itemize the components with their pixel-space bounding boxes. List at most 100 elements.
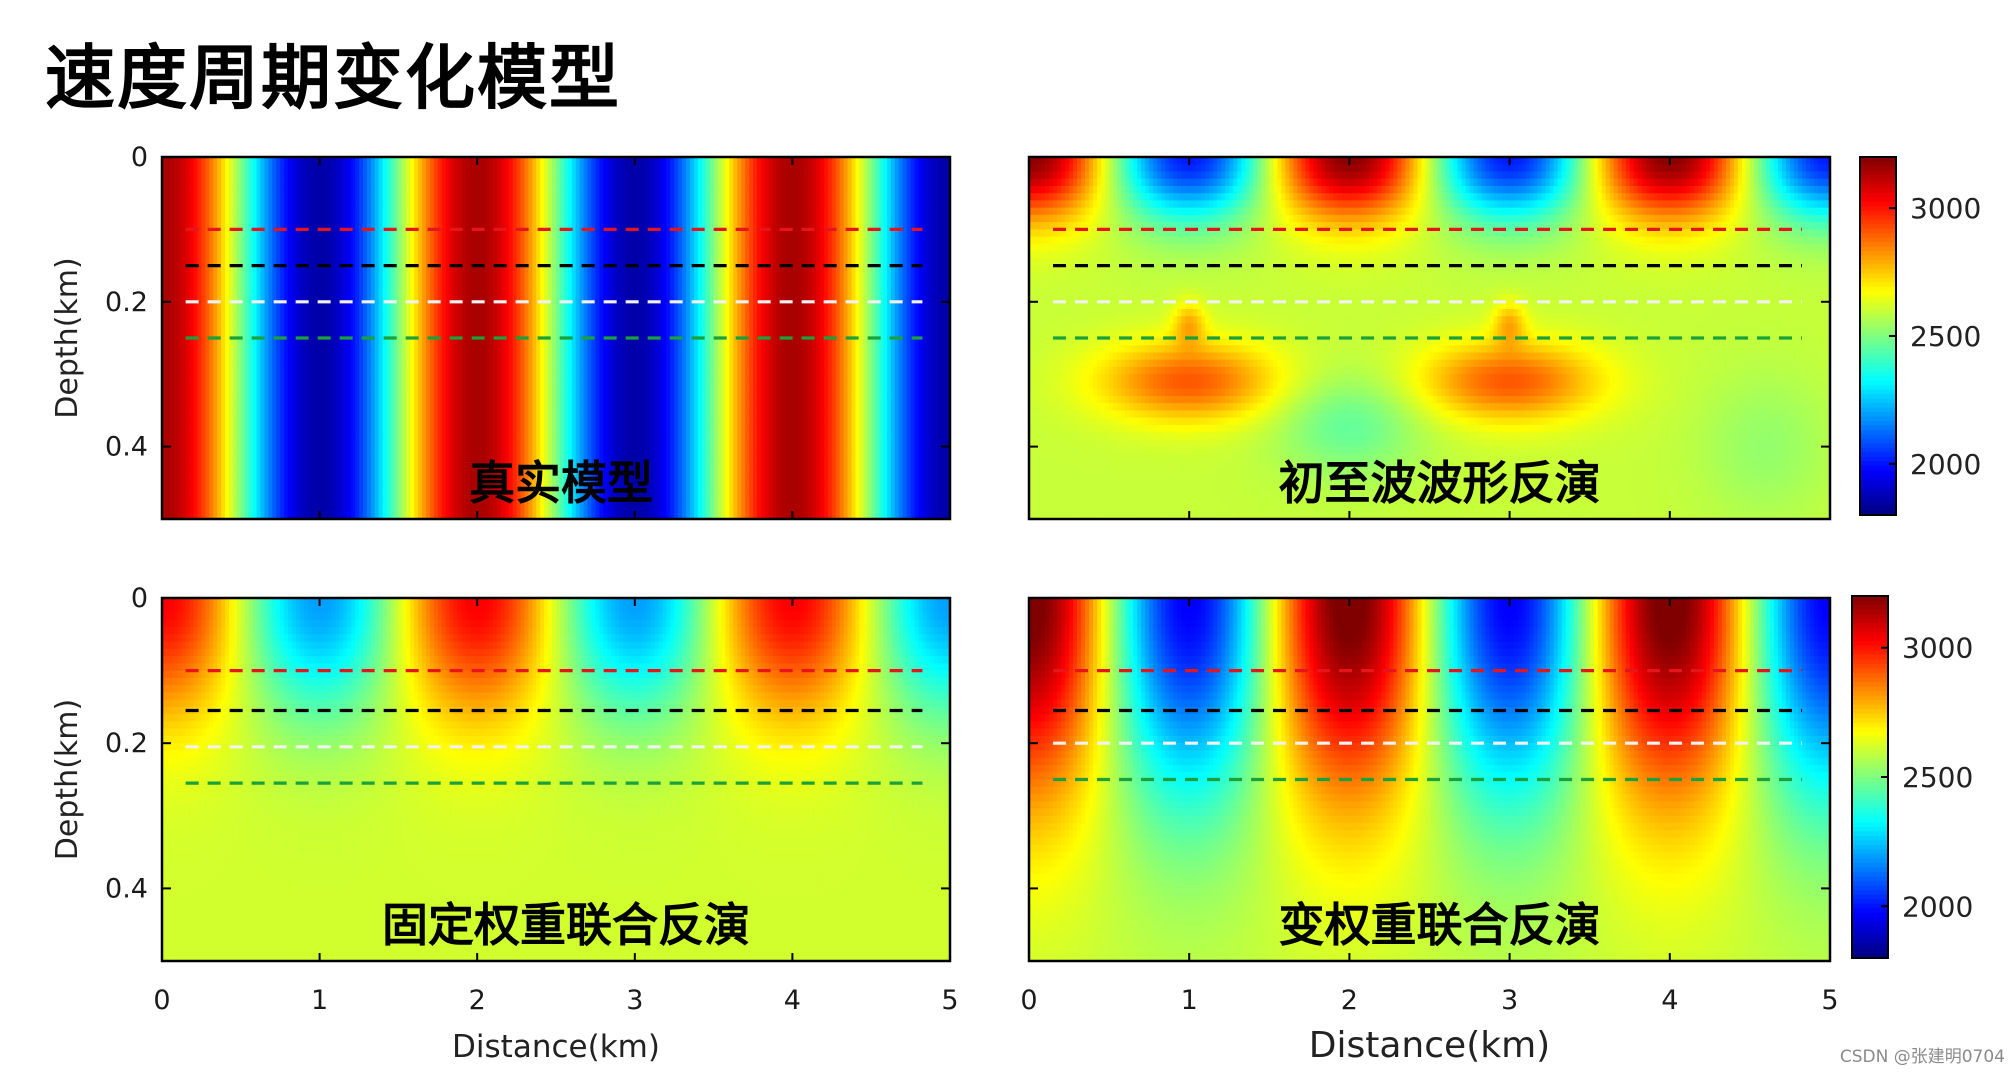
heatmap-cell (284, 316, 289, 325)
heatmap-cell (603, 236, 608, 245)
heatmap-cell (213, 200, 218, 209)
heatmap-cell (638, 200, 644, 209)
heatmap-cell (760, 236, 766, 245)
heatmap-cell (737, 330, 742, 339)
heatmap-cell (599, 236, 604, 245)
heatmap-cell (725, 157, 730, 165)
heatmap-cell (693, 207, 699, 216)
heatmap-cell (831, 207, 837, 216)
heatmap-cell (654, 301, 660, 310)
heatmap-cell (867, 171, 872, 180)
heatmap-cell (311, 200, 317, 209)
heatmap-cell (457, 157, 463, 165)
heatmap-cell (552, 243, 557, 252)
heatmap-cell (213, 265, 218, 274)
heatmap-cell (327, 214, 333, 223)
heatmap-cell (406, 287, 411, 296)
heatmap-cell (508, 222, 514, 230)
heatmap-cell (433, 265, 439, 274)
heatmap-cell (693, 316, 699, 325)
heatmap-cell (934, 280, 939, 288)
heatmap-cell (485, 200, 490, 209)
heatmap-cell (843, 294, 849, 303)
heatmap-cell (890, 316, 896, 325)
heatmap-cell (654, 272, 660, 281)
heatmap-cell (938, 280, 943, 288)
heatmap-cell (418, 323, 423, 332)
heatmap-cell (536, 316, 541, 325)
heatmap-cell (370, 207, 376, 216)
heatmap-cell (697, 214, 703, 223)
heatmap-cell (886, 178, 892, 187)
heatmap-cell (552, 164, 557, 173)
heatmap-cell (819, 316, 825, 325)
heatmap-cell (808, 330, 813, 339)
heatmap-cell (934, 214, 939, 223)
heatmap-cell (437, 229, 443, 238)
heatmap-cell (749, 229, 754, 238)
heatmap-cell (918, 316, 924, 325)
heatmap-cell (390, 243, 396, 252)
heatmap-cell (658, 301, 663, 310)
heatmap-cell (165, 200, 171, 209)
heatmap-cell (217, 330, 222, 339)
heatmap-cell (295, 251, 301, 259)
heatmap-cell (922, 222, 927, 230)
heatmap-cell (835, 272, 841, 281)
heatmap-cell (516, 157, 522, 165)
heatmap-cell (508, 294, 514, 303)
heatmap-cell (630, 178, 636, 187)
heatmap-cell (745, 287, 750, 296)
heatmap-cell (571, 287, 577, 296)
heatmap-cell (492, 287, 498, 296)
heatmap-cell (189, 301, 195, 310)
heatmap-cell (701, 316, 707, 325)
heatmap-cell (579, 193, 585, 202)
heatmap-cell (847, 287, 853, 296)
heatmap-cell (307, 185, 313, 194)
heatmap-cell (496, 157, 502, 165)
heatmap-cell (737, 316, 742, 325)
heatmap-cell (914, 193, 920, 202)
heatmap-cell (654, 280, 660, 288)
heatmap-cell (741, 171, 746, 180)
heatmap-cell (721, 258, 727, 267)
heatmap-cell (504, 243, 510, 252)
heatmap-cell (193, 316, 199, 325)
heatmap-cell (563, 236, 569, 245)
heatmap-cell (303, 316, 309, 325)
heatmap-cell (288, 309, 293, 317)
heatmap-cell (729, 280, 734, 288)
heatmap-cell (914, 265, 920, 274)
heatmap-cell (611, 157, 616, 165)
heatmap-cell (686, 323, 691, 332)
heatmap-cell (181, 280, 187, 288)
heatmap-cell (461, 178, 466, 187)
heatmap-cell (516, 294, 522, 303)
heatmap-cell (544, 157, 549, 165)
heatmap-cell (591, 280, 596, 288)
heatmap-cell (784, 222, 790, 230)
heatmap-cell (642, 265, 648, 274)
heatmap-cell (512, 214, 518, 223)
heatmap-cell (433, 330, 439, 339)
heatmap-cell (449, 229, 455, 238)
heatmap-cell (496, 164, 502, 173)
heatmap-cell (185, 258, 191, 267)
heatmap-cell (591, 214, 596, 223)
heatmap-cell (918, 265, 924, 274)
heatmap-cell (867, 193, 872, 202)
heatmap-cell (264, 272, 269, 281)
heatmap-cell (449, 280, 455, 288)
heatmap-cell (902, 330, 908, 339)
heatmap-cell (236, 280, 242, 288)
heatmap-cell (879, 287, 884, 296)
heatmap-cell (335, 214, 340, 223)
heatmap-cell (516, 164, 522, 173)
heatmap-cell (871, 316, 876, 325)
heatmap-cell (717, 171, 723, 180)
heatmap-cell (315, 200, 321, 209)
heatmap-cell (567, 287, 573, 296)
heatmap-cell (638, 272, 644, 281)
heatmap-cell (276, 222, 281, 230)
